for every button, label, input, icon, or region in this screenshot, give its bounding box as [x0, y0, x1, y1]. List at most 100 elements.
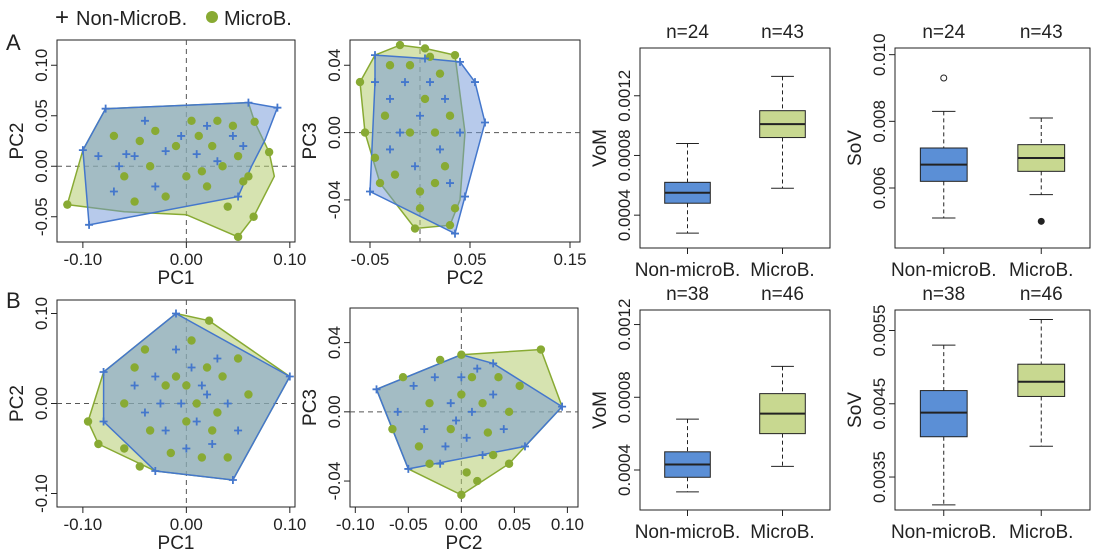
point-non-micro	[140, 116, 149, 125]
point-non-micro	[99, 417, 108, 426]
point-micro	[457, 390, 466, 399]
panel-label-b: B	[6, 288, 21, 313]
y-tick-label: 0.010	[870, 33, 889, 76]
point-non-micro	[140, 408, 149, 417]
chart-B-sov: 0.0035 0.0045 0.0055 SoV Non-microB. n=38 Micr…	[845, 284, 1091, 543]
n-count-label: n=24	[666, 22, 709, 43]
point-micro	[130, 363, 139, 372]
point-micro	[161, 192, 170, 201]
point-micro	[233, 151, 243, 161]
point-non-micro	[228, 476, 237, 484]
point-non-micro	[130, 381, 139, 390]
point-micro	[145, 426, 155, 435]
box-outlier	[1037, 217, 1045, 225]
point-non-micro	[213, 157, 222, 166]
point-micro	[445, 111, 455, 120]
point-micro	[202, 182, 212, 191]
legend-micro-label: MicroB.	[224, 8, 292, 30]
point-non-micro	[520, 442, 529, 451]
plot-frame	[56, 39, 296, 243]
point-micro	[208, 426, 217, 435]
point-non-micro	[94, 152, 103, 161]
point-micro	[415, 204, 425, 213]
point-micro	[250, 117, 259, 127]
point-micro	[171, 372, 181, 381]
point-micro	[435, 69, 445, 78]
point-non-micro	[471, 78, 479, 87]
point-non-micro	[371, 78, 379, 87]
point-micro	[83, 417, 93, 426]
point-non-micro	[161, 147, 170, 156]
point-non-micro	[192, 150, 201, 159]
chart-A-pc2-pc3: -0.04 0.00 0.04 PC3 -0.05 0.05 0.15 PC2	[300, 39, 587, 289]
point-non-micro	[461, 192, 469, 201]
y-tick-label: 0.04	[325, 326, 344, 359]
point-micro	[445, 220, 455, 230]
point-micro	[385, 61, 395, 70]
plot-frame	[349, 307, 579, 508]
point-non-micro	[426, 78, 434, 87]
point-micro	[405, 61, 415, 70]
point-micro	[473, 476, 482, 486]
point-non-micro	[489, 390, 498, 399]
point-micro	[140, 345, 150, 354]
point-micro	[415, 187, 425, 196]
n-count-label: n=38	[666, 284, 709, 305]
x-category-label: MicroB.	[750, 522, 814, 543]
point-non-micro	[446, 399, 455, 408]
panel-label-a: A	[6, 30, 21, 55]
point-non-micro	[78, 146, 87, 155]
point-micro	[450, 204, 460, 213]
point-non-micro	[228, 131, 237, 140]
y-tick-label: -0.04	[325, 462, 344, 501]
x-tick-label: 0.05	[498, 515, 531, 534]
point-micro	[233, 354, 243, 363]
point-non-micro	[85, 220, 94, 229]
point-non-micro	[420, 425, 429, 434]
point-micro	[204, 316, 214, 325]
y-tick-label: 0.0055	[870, 305, 889, 357]
y-axis-label: PC3	[300, 389, 321, 426]
point-non-micro	[456, 128, 464, 137]
point-micro	[135, 462, 144, 471]
point-micro	[430, 178, 440, 188]
point-micro	[244, 172, 253, 181]
point-non-micro	[372, 385, 381, 394]
point-micro	[457, 350, 466, 359]
x-tick-label: 0.10	[551, 515, 584, 534]
point-micro	[187, 336, 196, 345]
x-axis-label: PC2	[446, 533, 483, 554]
point-non-micro	[396, 128, 404, 137]
point-non-micro	[239, 142, 248, 151]
plot-frame	[894, 47, 1091, 249]
point-micro	[414, 442, 424, 451]
point-non-micro	[430, 373, 439, 382]
y-axis-label: PC3	[300, 123, 321, 160]
point-non-micro	[99, 368, 108, 376]
y-tick-label: 0.05	[32, 99, 51, 132]
point-non-micro	[467, 407, 476, 416]
y-tick-label: 0.0035	[870, 451, 889, 503]
plot-frame	[349, 39, 581, 243]
hull-non-micro	[369, 54, 486, 235]
point-micro	[264, 147, 274, 157]
point-micro	[405, 128, 415, 137]
point-non-micro	[101, 104, 110, 113]
n-count-label: n=24	[922, 22, 965, 43]
point-micro	[425, 52, 435, 62]
point-non-micro	[109, 187, 118, 196]
point-non-micro	[285, 372, 294, 381]
point-micro	[360, 128, 370, 137]
point-micro	[467, 373, 477, 382]
point-micro	[120, 399, 129, 408]
point-non-micro	[151, 372, 160, 381]
point-non-micro	[386, 94, 394, 103]
point-micro	[375, 178, 385, 188]
x-tick-label: 0.00	[445, 515, 478, 534]
y-tick-label: -0.10	[32, 474, 51, 513]
point-non-micro	[416, 111, 424, 120]
point-non-micro	[203, 121, 212, 130]
point-micro	[171, 141, 181, 151]
point-non-micro	[208, 440, 217, 448]
